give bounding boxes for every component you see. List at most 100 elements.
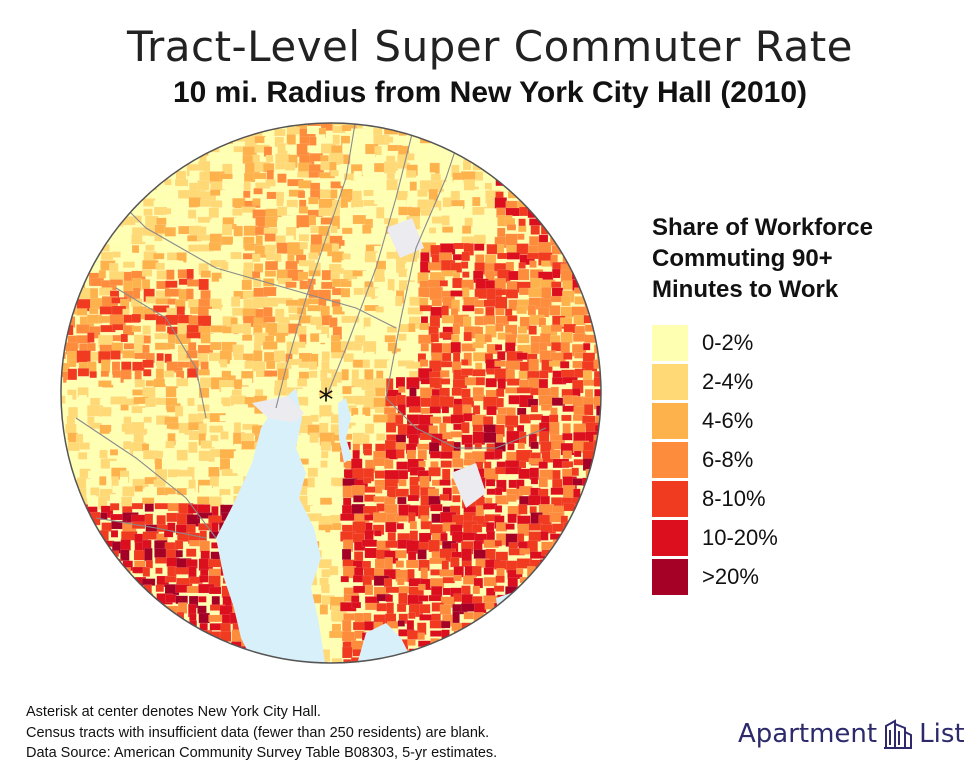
tract-cell [241,449,257,456]
tract-cell [450,142,462,151]
tract-cell [307,467,319,477]
tract-cell [472,565,482,577]
tract-cell [156,217,167,226]
tract-cell [430,126,442,140]
tract-cell [209,252,217,262]
tract-cell [155,262,165,271]
tract-cell [266,169,274,181]
tract-cell [210,135,226,144]
tract-cell [209,341,222,351]
tract-cell [440,620,451,629]
tract-cell [442,226,454,233]
tract-cell [219,449,237,459]
tract-cell [439,280,448,287]
tract-cell [342,646,353,659]
legend-label: >20% [702,563,759,589]
tract-cell [596,466,601,475]
tract-cell [263,227,279,234]
tract-cell [78,394,87,402]
tract-cell [439,569,455,577]
tract-cell [385,586,402,594]
tract-cell [177,602,188,614]
tract-cell [318,333,328,344]
tract-cell [472,431,486,445]
note-blank-tracts: Census tracts with insufficient data (fe… [26,724,490,741]
tract-cell [156,270,167,280]
tract-cell [221,288,232,298]
tract-cell [549,305,561,316]
tract-cell [163,208,172,215]
tract-cell [221,494,230,505]
tract-cell [277,316,290,325]
tract-cell [286,127,301,135]
tract-cell [219,641,227,653]
tract-cell [174,405,184,419]
tract-cell [453,574,462,582]
tract-cell [408,659,426,663]
tract-cell [463,352,472,366]
tract-cell [442,576,455,584]
tract-cell [297,378,308,387]
tract-cell [61,376,64,388]
tract-cell [485,233,493,245]
tract-cell [164,370,175,378]
tract-cell [364,326,373,334]
tract-cell [375,154,388,163]
tract-cell [439,604,452,615]
tract-cell [460,603,476,612]
tract-cell [493,585,505,592]
tract-cell [209,425,224,433]
tract-cell [594,458,601,468]
tract-cell [385,521,397,533]
tract-cell [297,388,307,398]
tract-cell [341,124,358,132]
tract-cell [308,252,319,260]
tract-cell [99,406,112,418]
tract-cell [483,299,497,308]
tract-cell [78,361,88,370]
tract-cell [519,548,530,555]
tract-cell [343,469,355,479]
tract-cell [462,160,472,171]
tract-cell [364,547,377,559]
tract-cell [538,461,548,469]
tract-cell [275,666,290,668]
tract-cell [198,387,210,398]
tract-cell [551,550,567,565]
tract-cell [452,322,461,335]
tract-cell [220,431,229,440]
tract-cell [111,377,121,385]
tract-cell [319,497,333,505]
chart-title: Tract-Level Super Commuter Rate [126,22,853,71]
tract-cell [200,270,212,278]
tract-cell [134,252,142,263]
tract-cell [252,253,261,263]
tract-cell [429,162,440,175]
tract-cell [452,495,461,503]
tract-cell [112,251,121,258]
tract-cell [342,323,352,336]
tract-cell [122,350,135,359]
tract-cell [398,333,408,341]
tract-cell [518,593,530,600]
legend-label: 10-20% [702,524,778,550]
tract-cell [384,667,394,668]
tract-cell [340,575,349,583]
tract-cell [143,198,156,207]
tract-cell [329,461,342,468]
tract-cell [253,126,263,137]
tract-cell [472,196,481,207]
tract-cell [298,227,313,235]
tract-cell [462,271,470,278]
tract-cell [211,314,224,321]
legend-item: 6-8% [652,440,952,479]
tract-cell [141,269,153,277]
tract-cell [89,540,101,548]
tract-cell [506,252,521,260]
tract-cell [176,378,190,387]
tract-cell [174,540,184,550]
tract-cell [495,575,505,583]
east-river [338,398,352,463]
tract-cell [318,134,326,142]
tract-cell [211,506,219,517]
